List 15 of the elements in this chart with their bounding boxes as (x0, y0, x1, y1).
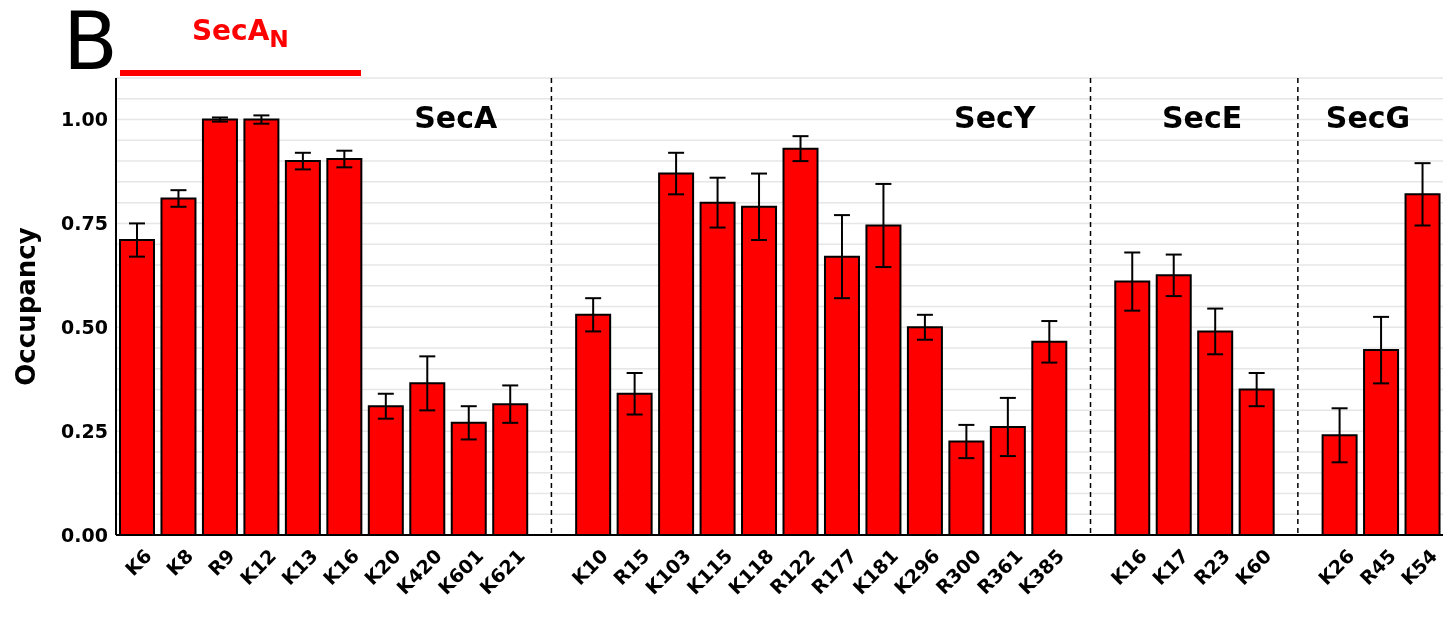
y-tick-label: 0.50 (61, 316, 108, 339)
annotation: SecE (1161, 99, 1244, 135)
annotation: SecA (413, 99, 499, 135)
annotation: SecG (1324, 99, 1412, 135)
annotation: B (63, 0, 118, 88)
y-tick-label: 0.75 (61, 212, 108, 235)
x-tick-label: R9 (203, 544, 239, 580)
annotation: SecY (953, 99, 1037, 135)
y-tick-label: 0.25 (61, 419, 108, 442)
x-tick-label: K8 (161, 544, 198, 580)
x-tick-label: K6 (120, 544, 156, 580)
text: SecA$_{N}$ (191, 14, 289, 53)
y-tick-label: 1.00 (61, 108, 108, 131)
y-axis-title: Occupancy (11, 227, 42, 386)
y-tick-label: 0.00 (61, 523, 108, 546)
